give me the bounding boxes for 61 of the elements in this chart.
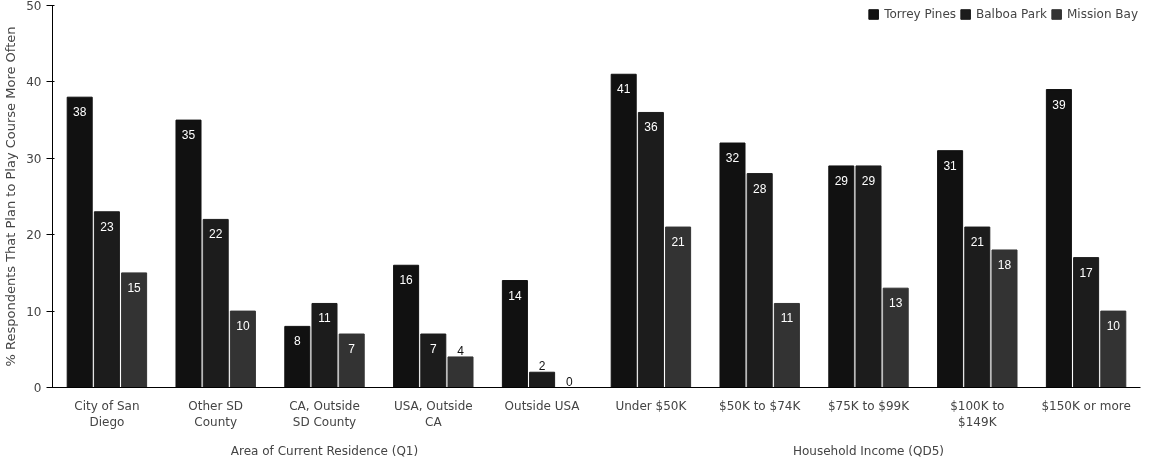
bar bbox=[338, 333, 365, 388]
data-label: 16 bbox=[399, 273, 414, 288]
data-label: 23 bbox=[100, 219, 114, 234]
data-label: 15 bbox=[127, 280, 142, 295]
x-tick-label: Outside USA bbox=[504, 398, 581, 413]
bar bbox=[991, 249, 1018, 388]
bar bbox=[121, 272, 148, 388]
x-tick-label: Under $50K bbox=[615, 398, 688, 413]
bar bbox=[447, 356, 474, 388]
data-label: 17 bbox=[1079, 265, 1094, 280]
bar bbox=[882, 287, 909, 388]
data-label: 29 bbox=[861, 173, 876, 188]
data-label: 32 bbox=[725, 151, 740, 166]
data-label: 36 bbox=[644, 120, 658, 135]
legend-label: Balboa Park bbox=[976, 7, 1048, 21]
data-label: 38 bbox=[73, 105, 87, 120]
x-tick-label: City of San Diego bbox=[74, 398, 140, 430]
data-label: 8 bbox=[293, 334, 301, 349]
data-label: 29 bbox=[834, 173, 849, 188]
x-tick-label: Other SD County bbox=[188, 398, 244, 430]
data-label: 4 bbox=[457, 343, 465, 358]
data-label: 14 bbox=[508, 288, 522, 303]
legend-label: Mission Bay bbox=[1067, 7, 1138, 21]
x-tick-label: $150K or more bbox=[1041, 398, 1131, 413]
data-label: 7 bbox=[348, 342, 356, 357]
data-label: 31 bbox=[943, 158, 958, 173]
data-label: 28 bbox=[753, 181, 767, 196]
data-label: 2 bbox=[538, 359, 546, 374]
y-axis-title: % Respondents That Plan to Play Course More Often bbox=[3, 26, 19, 367]
bar bbox=[773, 302, 800, 388]
bar bbox=[229, 310, 256, 388]
x-tick-label: USA, Outside CA bbox=[393, 398, 473, 430]
y-tick-label: 40 bbox=[26, 75, 42, 90]
bar bbox=[665, 226, 692, 388]
data-label: 39 bbox=[1052, 97, 1066, 112]
x-tick-label: $100K to $149K bbox=[950, 398, 1005, 430]
y-tick-label: 20 bbox=[26, 228, 42, 243]
y-tick-label: 0 bbox=[33, 381, 42, 395]
data-label: 41 bbox=[617, 82, 631, 97]
x-tick-label: $50K to $74K bbox=[719, 398, 802, 413]
legend-label: Torrey Pines bbox=[884, 7, 957, 21]
data-label: 7 bbox=[429, 342, 437, 357]
data-label: 13 bbox=[889, 296, 903, 311]
data-label: 18 bbox=[997, 257, 1012, 272]
text: Area of Current Residence (Q1) bbox=[230, 443, 419, 458]
data-label: 11 bbox=[780, 311, 794, 326]
data-label: 10 bbox=[1106, 319, 1121, 334]
bar bbox=[1100, 310, 1127, 388]
y-tick-label: 30 bbox=[26, 151, 42, 166]
data-label: 21 bbox=[671, 235, 686, 250]
x-tick-label: CA, Outside SD County bbox=[289, 398, 360, 430]
x-tick-label: $75K to $99K bbox=[827, 398, 911, 413]
data-label: 35 bbox=[181, 128, 196, 143]
data-label: 21 bbox=[970, 235, 985, 250]
text: Household Income (QD5) bbox=[793, 443, 944, 458]
data-label: 22 bbox=[209, 227, 223, 242]
y-tick-label: 10 bbox=[26, 304, 42, 319]
data-label: 0 bbox=[565, 374, 573, 389]
y-tick-label: 50 bbox=[26, 0, 42, 13]
data-label: 10 bbox=[236, 319, 250, 334]
data-label: 11 bbox=[318, 311, 332, 326]
